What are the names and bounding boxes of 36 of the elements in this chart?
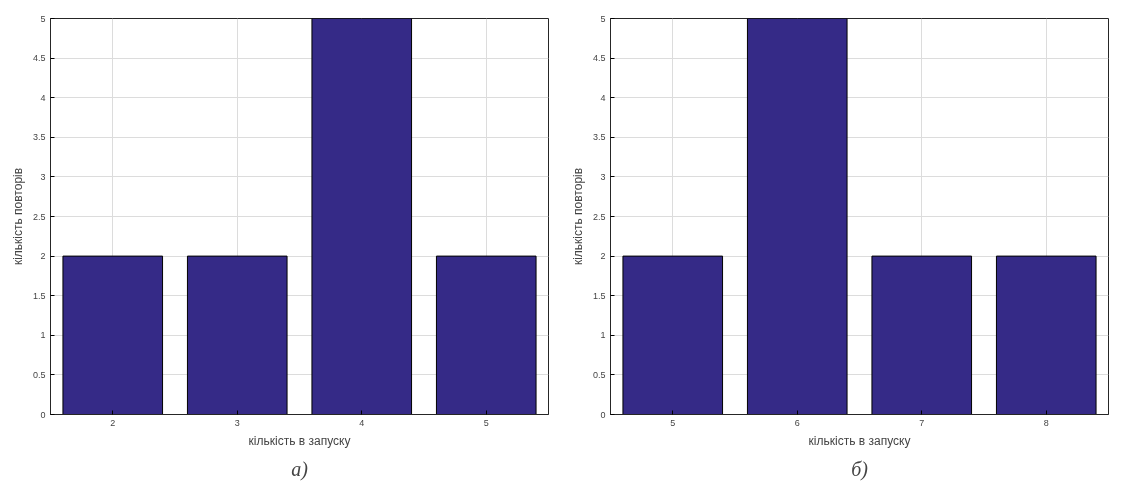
x-tick-label: 8 bbox=[1043, 417, 1049, 428]
x-axis-title: кількість в запуску bbox=[808, 433, 911, 448]
x-tick-label: 7 bbox=[919, 417, 925, 428]
y-tick-label: 1 bbox=[600, 330, 606, 341]
y-tick-label: 3 bbox=[40, 171, 46, 182]
y-tick-label: 0 bbox=[600, 409, 606, 420]
y-axis-title: кількість повторів bbox=[10, 167, 25, 266]
y-tick-label: 3.5 bbox=[592, 132, 606, 143]
text: б) bbox=[851, 457, 869, 481]
x-tick-label: 3 bbox=[234, 417, 240, 428]
y-tick-label: 2 bbox=[40, 251, 46, 262]
y-tick-label: 1.5 bbox=[592, 290, 606, 301]
x-axis-title: кількість в запуску bbox=[248, 433, 351, 448]
y-tick-label: 4.5 bbox=[32, 53, 46, 64]
y-tick-label: 1.5 bbox=[32, 290, 46, 301]
y-tick-label: 2 bbox=[600, 251, 606, 262]
y-tick-label: 1 bbox=[40, 330, 46, 341]
y-tick-label: 5 bbox=[40, 13, 46, 24]
y-tick-label: 0 bbox=[40, 409, 46, 420]
y-tick-label: 0.5 bbox=[592, 369, 606, 380]
x-tick-label: 6 bbox=[794, 417, 800, 428]
y-tick-label: 3 bbox=[600, 171, 606, 182]
y-tick-label: 3.5 bbox=[32, 132, 46, 143]
y-tick-label: 2.5 bbox=[592, 211, 606, 222]
y-tick-label: 2.5 bbox=[32, 211, 46, 222]
y-tick-label: 4.5 bbox=[592, 53, 606, 64]
text: а) bbox=[291, 457, 309, 481]
x-tick-label: 2 bbox=[110, 417, 116, 428]
y-tick-label: 4 bbox=[600, 92, 606, 103]
y-tick-label: 0.5 bbox=[32, 369, 46, 380]
y-axis-title: кількість повторів bbox=[570, 167, 585, 266]
y-tick-label: 5 bbox=[600, 13, 606, 24]
x-tick-label: 4 bbox=[359, 417, 365, 428]
x-tick-label: 5 bbox=[670, 417, 676, 428]
x-tick-label: 5 bbox=[483, 417, 489, 428]
y-tick-label: 4 bbox=[40, 92, 46, 103]
